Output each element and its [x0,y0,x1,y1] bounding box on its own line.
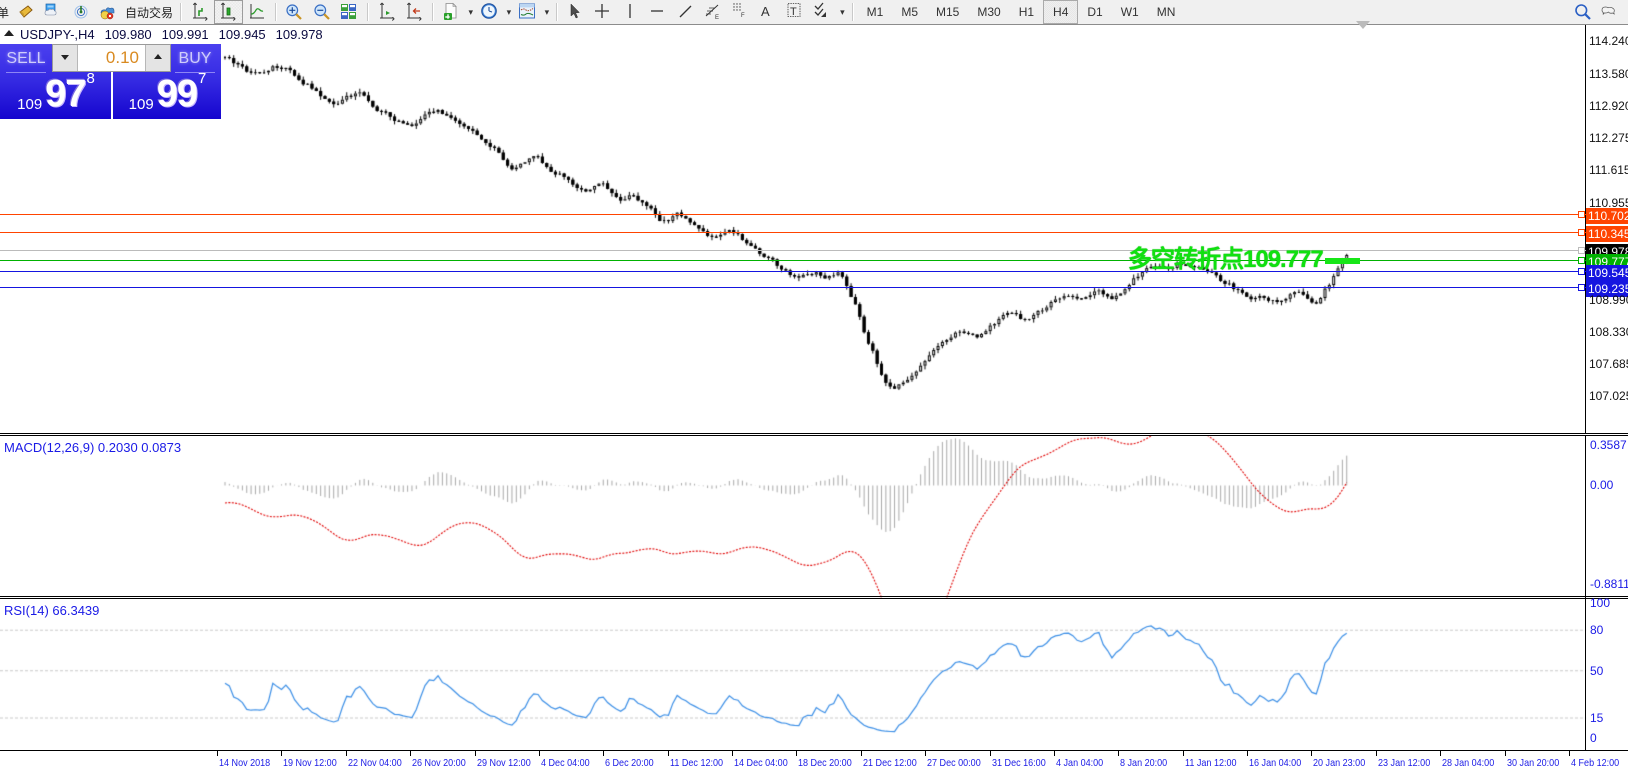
svg-text:E: E [715,15,719,21]
svg-text:F: F [741,13,745,19]
svg-text:A: A [761,4,770,19]
svg-text:T: T [790,6,797,18]
